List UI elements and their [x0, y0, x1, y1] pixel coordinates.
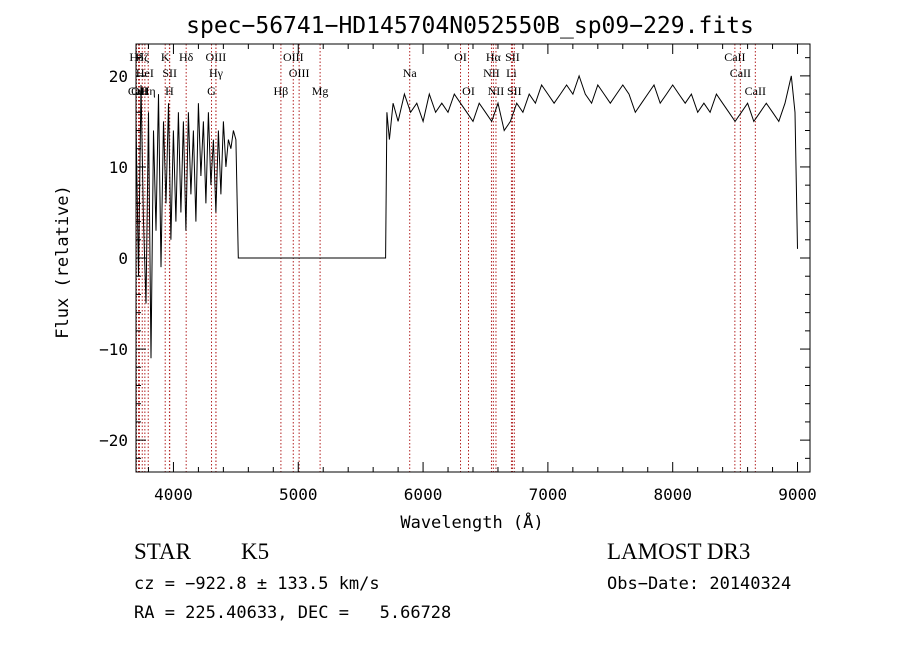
line-marker-label: Hα — [486, 50, 502, 64]
x-tick-label: 6000 — [404, 485, 443, 504]
line-marker-label: Mg — [312, 84, 329, 98]
line-marker-label: OI — [454, 50, 467, 64]
y-tick-label: 20 — [109, 67, 128, 86]
line-marker-label: Hζ — [135, 50, 149, 64]
line-marker-label: CaII — [730, 66, 751, 80]
x-tick-label: 4000 — [154, 485, 193, 504]
y-tick-label: 0 — [118, 249, 128, 268]
line-marker-label: Hδ — [179, 50, 194, 64]
survey-name: LAMOST DR3 — [607, 539, 751, 564]
subclass: K5 — [241, 539, 270, 564]
line-marker-label: K — [161, 50, 170, 64]
line-marker-label: CaII — [745, 84, 766, 98]
x-tick-label: 5000 — [279, 485, 318, 504]
line-marker-label: OIII — [289, 66, 310, 80]
line-marker-label: Hδ — [129, 50, 144, 64]
line-marker-label: HeI — [136, 66, 154, 80]
chart-title: spec−56741−HD145704N052550B_sp09−229.fit… — [186, 13, 754, 39]
line-marker-label: Hη — [141, 84, 156, 98]
line-marker-label: SII — [505, 50, 520, 64]
line-marker-label: OI — [462, 84, 475, 98]
line-marker-label: SII — [162, 66, 177, 80]
line-marker-label: NII — [488, 84, 505, 98]
line-marker-label: CaII — [724, 50, 745, 64]
y-tick-label: 10 — [109, 158, 128, 177]
plot-frame — [135, 43, 811, 473]
x-tick-label: 8000 — [653, 485, 692, 504]
spectral-line-markers — [135, 44, 756, 472]
y-axis-label: Flux (relative) — [53, 185, 73, 339]
spectrum-series — [135, 74, 798, 359]
line-marker-label: Li — [506, 66, 517, 80]
y-tick-label: −20 — [99, 431, 128, 450]
observation-date: Obs−Date: 20140324 — [607, 574, 792, 594]
line-marker-label: Hγ — [209, 66, 224, 80]
coordinates: RA = 225.40633, DEC = 5.66728 — [134, 603, 452, 623]
redshift-readout: cz = −922.8 ± 133.5 km/s — [134, 574, 380, 594]
line-marker-label: OII — [131, 84, 148, 98]
x-tick-label: 9000 — [778, 485, 817, 504]
line-marker-label: OIII — [283, 50, 304, 64]
line-marker-label: G — [207, 84, 216, 98]
line-marker-label: Hβ — [274, 84, 289, 98]
line-marker-label: SII — [507, 84, 522, 98]
object-type: STAR — [134, 539, 191, 564]
axis-ticks: 4000 5000 6000 7000 8000 9000 −20 −10 0 10 20 — [99, 44, 817, 504]
line-marker-label: NII — [483, 66, 500, 80]
line-marker-label: Na — [403, 66, 418, 80]
line-marker-label: H — [165, 84, 174, 98]
line-marker-label: CaII — [128, 84, 149, 98]
x-tick-label: 7000 — [529, 485, 568, 504]
series-layer — [135, 74, 798, 359]
line-marker-label: OIII — [206, 50, 227, 64]
y-tick-label: −10 — [99, 340, 128, 359]
x-axis-label: Wavelength (Å) — [400, 511, 543, 533]
